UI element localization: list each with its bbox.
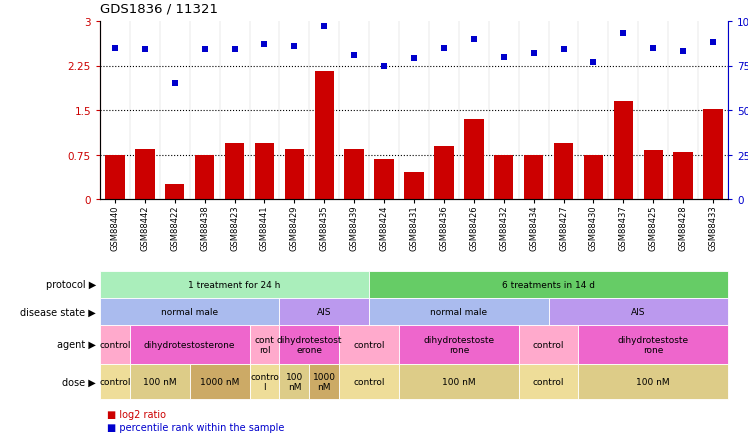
- Text: control: control: [353, 340, 385, 349]
- Text: AIS: AIS: [317, 307, 331, 316]
- Text: control: control: [533, 377, 564, 386]
- Bar: [464, 120, 483, 200]
- Bar: [345, 149, 364, 200]
- Text: control: control: [99, 340, 131, 349]
- Bar: [673, 152, 693, 200]
- Text: GDS1836 / 11321: GDS1836 / 11321: [100, 2, 218, 15]
- Bar: [375, 159, 393, 200]
- Bar: [703, 109, 723, 200]
- Point: [527, 50, 539, 57]
- Bar: [613, 102, 633, 200]
- Point: [557, 47, 569, 54]
- Bar: [195, 155, 215, 200]
- Text: dihydrotestoste
rone: dihydrotestoste rone: [423, 335, 494, 355]
- Text: dihydrotestoste
rone: dihydrotestoste rone: [618, 335, 689, 355]
- Bar: [225, 143, 245, 200]
- Text: control: control: [353, 377, 385, 386]
- Text: cont
rol: cont rol: [254, 335, 275, 355]
- Point: [378, 63, 390, 70]
- Point: [109, 45, 121, 52]
- Bar: [524, 155, 543, 200]
- Point: [139, 47, 151, 54]
- Point: [349, 52, 361, 59]
- Text: dihydrotestost
erone: dihydrotestost erone: [277, 335, 342, 355]
- Bar: [643, 151, 663, 200]
- Text: 100
nM: 100 nM: [286, 372, 303, 391]
- Bar: [255, 143, 275, 200]
- Bar: [135, 149, 155, 200]
- Point: [229, 47, 241, 54]
- Text: normal male: normal male: [430, 307, 488, 316]
- Point: [617, 31, 629, 38]
- Bar: [105, 155, 125, 200]
- Text: AIS: AIS: [631, 307, 646, 316]
- Text: dose ▶: dose ▶: [62, 377, 96, 387]
- Point: [438, 45, 450, 52]
- Text: 1000
nM: 1000 nM: [313, 372, 336, 391]
- Text: 6 treatments in 14 d: 6 treatments in 14 d: [502, 280, 595, 289]
- Point: [468, 36, 479, 43]
- Point: [647, 45, 659, 52]
- Text: 1000 nM: 1000 nM: [200, 377, 239, 386]
- Text: protocol ▶: protocol ▶: [46, 280, 96, 290]
- Point: [259, 42, 271, 49]
- Point: [587, 59, 599, 66]
- Text: ■ percentile rank within the sample: ■ percentile rank within the sample: [108, 422, 285, 432]
- Point: [707, 40, 719, 47]
- Bar: [404, 173, 423, 200]
- Bar: [554, 143, 573, 200]
- Text: contro
l: contro l: [250, 372, 279, 391]
- Text: 100 nM: 100 nM: [442, 377, 476, 386]
- Text: control: control: [533, 340, 564, 349]
- Text: 1 treatment for 24 h: 1 treatment for 24 h: [188, 280, 280, 289]
- Text: disease state ▶: disease state ▶: [20, 307, 96, 317]
- Text: 100 nM: 100 nM: [637, 377, 670, 386]
- Text: 100 nM: 100 nM: [143, 377, 177, 386]
- Bar: [434, 146, 453, 200]
- Bar: [583, 155, 603, 200]
- Point: [497, 54, 509, 61]
- Point: [199, 47, 211, 54]
- Text: ■ log2 ratio: ■ log2 ratio: [108, 409, 167, 419]
- Text: control: control: [99, 377, 131, 386]
- Bar: [165, 185, 185, 200]
- Point: [289, 43, 301, 50]
- Text: agent ▶: agent ▶: [57, 340, 96, 350]
- Bar: [315, 72, 334, 200]
- Point: [677, 49, 689, 56]
- Point: [408, 56, 420, 63]
- Bar: [285, 149, 304, 200]
- Point: [319, 24, 331, 31]
- Bar: [494, 155, 513, 200]
- Point: [169, 81, 181, 88]
- Text: dihydrotestosterone: dihydrotestosterone: [144, 340, 236, 349]
- Text: normal male: normal male: [161, 307, 218, 316]
